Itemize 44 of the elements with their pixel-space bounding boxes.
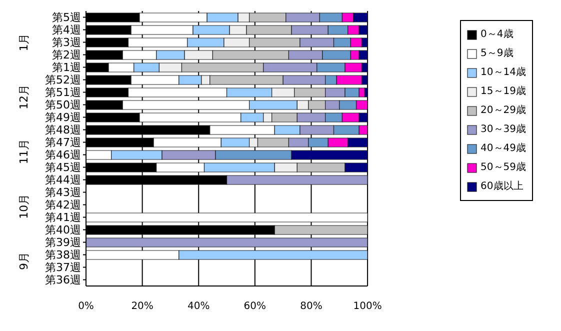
y-tick-label: 第3週 xyxy=(52,36,81,50)
y-tick-label: 第39週 xyxy=(45,236,81,250)
bar xyxy=(86,238,368,248)
legend-label: 15～19歳 xyxy=(480,84,526,99)
y-tick-label: 第50週 xyxy=(45,98,81,112)
x-tick-label: 80% xyxy=(300,301,322,312)
text: 9月 xyxy=(18,252,30,270)
y-tick-label: 第37週 xyxy=(45,261,81,274)
y-tick-label: 第44週 xyxy=(45,174,81,187)
y-tick-label: 第41週 xyxy=(45,211,81,224)
bar xyxy=(86,212,368,222)
y-tick-label: 第51週 xyxy=(45,86,81,100)
x-tick-label: 60% xyxy=(244,301,266,312)
y-tick-label: 第48週 xyxy=(45,124,81,137)
y-tick-label: 第46週 xyxy=(45,148,81,162)
legend-label: 60歳以上 xyxy=(480,180,524,194)
text: 12月 xyxy=(18,84,30,110)
y-tick-label: 第45週 xyxy=(45,161,81,174)
x-tick-label: 40% xyxy=(188,301,210,312)
legend-label: 0～4歳 xyxy=(480,28,514,42)
y-tick-label: 第49週 xyxy=(45,111,81,124)
text: 10月 xyxy=(18,194,30,219)
y-tick-label: 第1週 xyxy=(52,61,81,74)
x-tick-label: 0% xyxy=(78,301,94,312)
legend-label: 50～59歳 xyxy=(480,160,526,175)
text: 11月 xyxy=(18,139,30,164)
y-tick-label: 第4週 xyxy=(52,24,81,37)
y-tick-label: 第43週 xyxy=(45,186,81,200)
legend-label: 10～14歳 xyxy=(480,66,526,80)
y-tick-label: 第38週 xyxy=(45,248,81,262)
legend-label: 30～39歳 xyxy=(480,122,526,137)
y-tick-label: 第2週 xyxy=(52,48,81,62)
y-tick-label: 第40週 xyxy=(45,224,81,237)
y-tick-label: 第36週 xyxy=(45,274,81,287)
y-tick-label: 第5週 xyxy=(52,11,81,24)
y-tick-label: 第47週 xyxy=(45,136,81,150)
legend-label: 5～9歳 xyxy=(480,46,514,61)
legend-label: 20～29歳 xyxy=(480,104,526,118)
legend-label: 40～49歳 xyxy=(480,142,526,156)
y-tick-label: 第52週 xyxy=(45,74,81,87)
x-tick-label: 20% xyxy=(131,301,154,312)
x-tick-label: 100% xyxy=(353,301,382,312)
y-tick-label: 第42週 xyxy=(45,198,81,212)
text: 1月 xyxy=(18,33,30,52)
